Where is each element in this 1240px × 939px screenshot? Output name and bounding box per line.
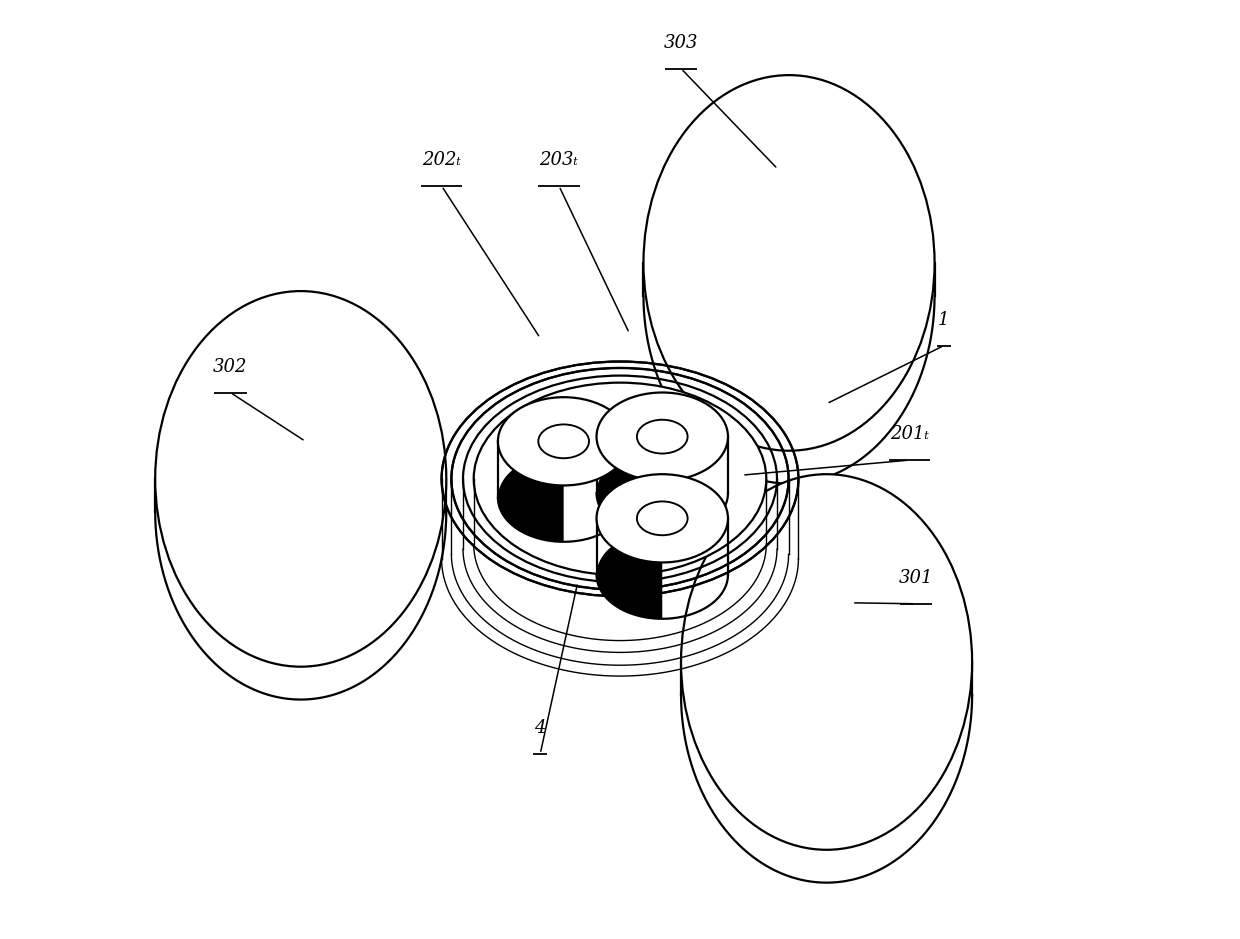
Ellipse shape xyxy=(538,424,589,458)
Polygon shape xyxy=(596,393,662,537)
Ellipse shape xyxy=(637,501,688,535)
Polygon shape xyxy=(498,397,564,542)
Ellipse shape xyxy=(498,397,630,485)
Ellipse shape xyxy=(596,474,728,562)
Text: 201ₜ: 201ₜ xyxy=(890,425,929,443)
Ellipse shape xyxy=(474,383,766,575)
Ellipse shape xyxy=(596,393,728,481)
Text: 4: 4 xyxy=(534,719,546,737)
Text: 1: 1 xyxy=(939,311,950,329)
Text: 303: 303 xyxy=(663,34,698,52)
Polygon shape xyxy=(596,474,662,619)
Text: 203ₜ: 203ₜ xyxy=(539,151,579,169)
Ellipse shape xyxy=(637,420,688,454)
Ellipse shape xyxy=(681,474,972,850)
Text: 302: 302 xyxy=(213,358,248,376)
Text: 202ₜ: 202ₜ xyxy=(422,151,461,169)
Text: 301: 301 xyxy=(899,569,932,587)
Ellipse shape xyxy=(644,75,935,451)
Ellipse shape xyxy=(155,291,446,667)
